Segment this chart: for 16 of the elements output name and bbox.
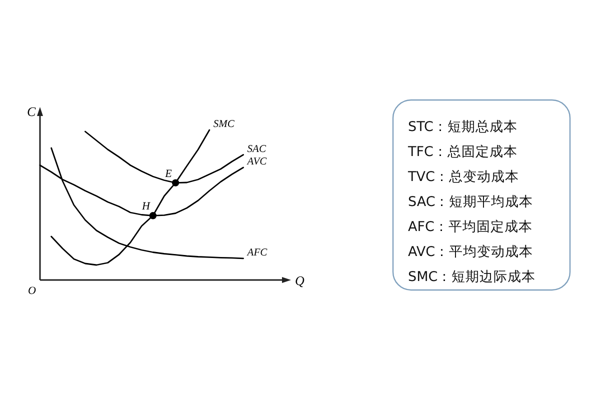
x-axis-title: Q: [295, 273, 305, 288]
text: STC：短期总成本: [408, 119, 518, 135]
text: AFC：平均固定成本: [408, 219, 532, 235]
annotation: E: [164, 168, 172, 180]
text: SMC：短期边际成本: [408, 269, 536, 285]
text: AVC：平均变动成本: [408, 244, 534, 260]
series-label: SAC: [247, 144, 267, 155]
text: O: [28, 285, 36, 297]
series-label: AFC: [246, 247, 268, 258]
text: SAC：短期平均成本: [408, 194, 534, 210]
series-label: AVC: [246, 156, 268, 168]
annotation: H: [140, 200, 151, 213]
y-axis-title: C: [27, 104, 36, 119]
text: TVC：总变动成本: [407, 169, 519, 185]
series-label: SMC: [213, 119, 236, 130]
text: TFC：总固定成本: [407, 144, 518, 160]
